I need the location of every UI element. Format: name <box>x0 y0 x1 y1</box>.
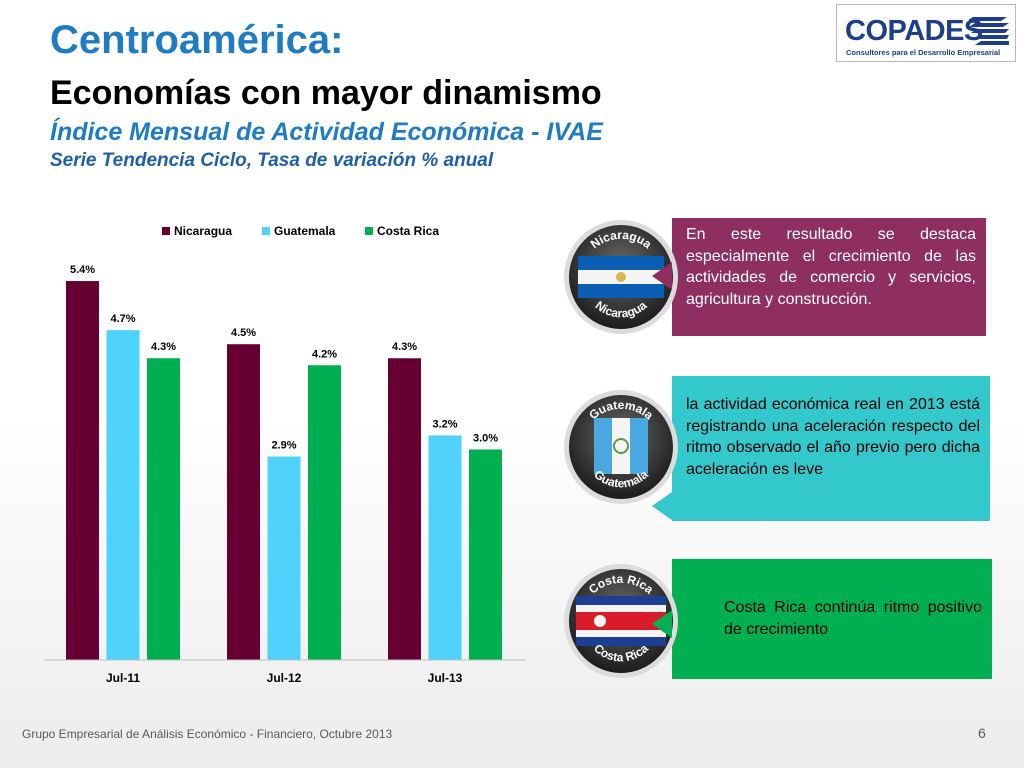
nicaragua-callout-pointer <box>652 262 672 290</box>
bar-guatemala-jul-13 <box>428 435 462 660</box>
x-tick-label-jul-13: Jul-13 <box>428 671 463 685</box>
logo-stripes-icon <box>969 17 1009 45</box>
x-axis-ticks: Jul-11 Jul-12 Jul-13 <box>106 671 463 685</box>
legend-swatch-costa-rica <box>365 227 373 235</box>
logo-tagline: Consultores para el Desarrollo Empresari… <box>846 48 1001 57</box>
bar-nicaragua-jul-11 <box>66 281 99 660</box>
bar-nicaragua-jul-13 <box>388 358 421 660</box>
costa-rica-callout-text: Costa Rica continúa ritmo positivo de cr… <box>672 559 992 679</box>
data-label-costa-rica-jul-11: 4.3% <box>151 341 176 353</box>
x-tick-label-jul-12: Jul-12 <box>267 671 302 685</box>
guatemala-badge-label-bottom: Guatemala <box>591 467 650 490</box>
data-label-guatemala-jul-13: 3.2% <box>432 418 457 430</box>
footer-text: Grupo Empresarial de Análisis Económico … <box>22 727 393 741</box>
costa-rica-flag-badge-icon: Costa Rica Costa Rica <box>564 564 678 678</box>
bar-costa-rica-jul-13 <box>469 449 502 660</box>
nicaragua-badge-label-bottom: Nicaragua <box>593 298 650 320</box>
page-number: 6 <box>978 725 986 741</box>
chart-data-labels: 5.4% 4.7% 4.3% 4.5% 2.9% 4.2% 4.3% 3.2% 3.0% <box>70 264 498 451</box>
guatemala-flag-badge-icon: Guatemala Guatemala <box>564 390 678 504</box>
data-label-nicaragua-jul-12: 4.5% <box>231 327 256 339</box>
svg-text:Costa Rica: Costa Rica <box>591 641 651 664</box>
index-title: Índice Mensual de Actividad Económica - … <box>50 118 603 146</box>
data-label-guatemala-jul-12: 2.9% <box>271 439 296 451</box>
x-tick-label-jul-11: Jul-11 <box>106 671 140 685</box>
guatemala-callout-text: la actividad económica real en 2013 está… <box>672 376 990 521</box>
legend-swatch-guatemala <box>262 227 270 235</box>
nicaragua-flag-badge-icon: Nicaragua Nicaragua <box>564 220 678 334</box>
bar-costa-rica-jul-12 <box>308 365 341 660</box>
legend-label-guatemala: Guatemala <box>274 224 336 238</box>
data-label-guatemala-jul-11: 4.7% <box>110 313 135 325</box>
bar-nicaragua-jul-12 <box>227 344 260 660</box>
costa-rica-callout-pointer <box>652 610 672 638</box>
bar-guatemala-jul-12 <box>267 456 301 660</box>
svg-text:Nicaragua: Nicaragua <box>588 228 655 252</box>
bar-costa-rica-jul-11 <box>147 358 180 660</box>
logo-wordmark: COPADES <box>845 15 983 47</box>
series-note: Serie Tendencia Ciclo, Tasa de variación… <box>50 150 494 171</box>
data-label-nicaragua-jul-13: 4.3% <box>392 341 417 353</box>
legend-label-costa-rica: Costa Rica <box>377 224 439 238</box>
copades-logo: COPADES Consultores para el Desarrollo E… <box>836 4 1016 62</box>
legend-swatch-nicaragua <box>162 227 170 235</box>
svg-text:Nicaragua: Nicaragua <box>593 298 650 320</box>
chart-bars <box>66 281 502 660</box>
bar-chart: Nicaragua Guatemala Costa Rica 5.4% 4.7% 4.3… <box>44 224 526 685</box>
chart-legend: Nicaragua Guatemala Costa Rica <box>162 224 439 238</box>
page-subtitle: Economías con mayor dinamismo <box>50 74 602 112</box>
nicaragua-callout-text: En este resultado se destaca especialmen… <box>672 218 986 336</box>
page-title: Centroamérica: <box>50 18 344 62</box>
costa-rica-badge-label-bottom: Costa Rica <box>591 641 651 664</box>
nicaragua-badge-label-top: Nicaragua <box>588 228 655 252</box>
data-label-nicaragua-jul-11: 5.4% <box>70 264 95 276</box>
guatemala-callout-pointer <box>652 492 672 520</box>
svg-text:Guatemala: Guatemala <box>591 467 650 490</box>
bar-guatemala-jul-11 <box>106 330 140 660</box>
data-label-costa-rica-jul-13: 3.0% <box>473 432 498 444</box>
data-label-costa-rica-jul-12: 4.2% <box>312 348 337 360</box>
legend-label-nicaragua: Nicaragua <box>174 224 232 238</box>
